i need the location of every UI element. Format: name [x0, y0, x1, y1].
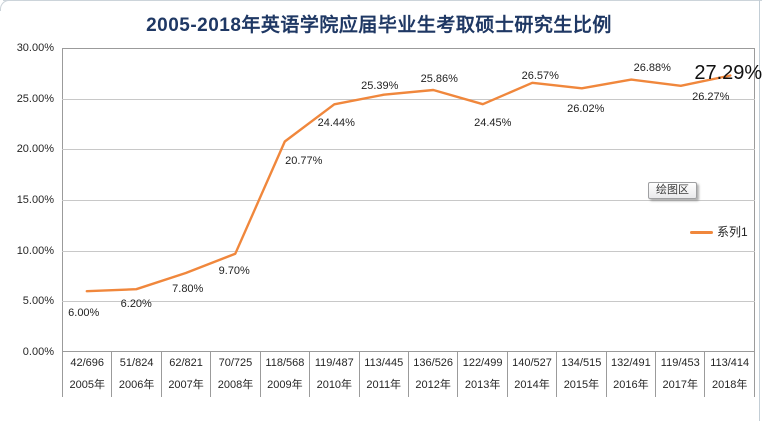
- x-axis-ratio-label: 140/527: [512, 357, 552, 369]
- x-axis-ratio-label: 136/526: [413, 357, 454, 369]
- chart-title: 2005-2018年英语学院应届毕业生考取硕士研究生比例: [146, 15, 612, 36]
- x-axis-ratio-label: 132/491: [610, 357, 651, 369]
- x-axis-year-label: 2010年: [316, 379, 353, 391]
- y-axis-label: 20.00%: [16, 143, 54, 156]
- x-axis-year-label: 2015年: [563, 379, 600, 391]
- legend[interactable]: 系列1: [690, 222, 758, 242]
- y-axis-label: 10.00%: [16, 244, 54, 257]
- x-axis-year-label: 2016年: [613, 379, 649, 391]
- x-axis-ratio-label: 51/824: [119, 357, 154, 369]
- x-axis-ratio-label: 62/821: [169, 357, 203, 369]
- chart-border-corner: [0, 0, 11, 11]
- x-axis-cell: 132/491 2016年: [607, 352, 657, 397]
- x-axis-ratio-label: 119/487: [314, 357, 354, 369]
- gridline: [62, 149, 755, 151]
- data-label: 26.02%: [567, 103, 605, 116]
- x-axis-ratio-label: 42/696: [70, 357, 105, 369]
- x-axis-ratio-label: 119/453: [660, 357, 700, 369]
- x-axis-year-label: 2018年: [711, 379, 748, 391]
- data-label: 24.44%: [317, 117, 355, 130]
- gridline: [62, 250, 755, 252]
- x-axis-ratio-label: 113/414: [710, 357, 750, 369]
- x-axis-year-label: 2012年: [415, 379, 451, 391]
- y-axis-label: 0.00%: [22, 346, 54, 358]
- gridline: [62, 200, 755, 201]
- x-axis-cell: 62/821 2007年: [162, 352, 212, 397]
- x-axis-ratio-label: 118/568: [265, 357, 305, 369]
- x-axis-cell: 118/568 2009年: [261, 352, 311, 397]
- data-label: 25.39%: [361, 79, 399, 92]
- x-axis-cell: 70/725 2008年: [211, 352, 261, 397]
- x-axis-year-label: 2008年: [217, 379, 254, 391]
- x-axis-year-label: 2007年: [168, 379, 204, 391]
- series-line-svg[interactable]: [62, 48, 755, 352]
- x-axis-cell: 119/487 2010年: [310, 352, 360, 397]
- data-label: 6.00%: [68, 307, 100, 320]
- y-axis-label: 30.00%: [16, 42, 54, 54]
- x-axis-ratio-label: 113/445: [364, 357, 404, 369]
- x-axis-year-label: 2011年: [366, 379, 402, 391]
- y-axis-label: 15.00%: [16, 194, 54, 206]
- x-axis-year-label: 2013年: [464, 379, 501, 391]
- x-axis-table: 42/696 2005年 51/824 2006年 62/821 2007年 70/725 2…: [62, 352, 755, 397]
- x-axis-year-label: 2017年: [662, 379, 699, 391]
- x-axis-year-label: 2009年: [267, 379, 303, 391]
- data-label: 7.80%: [172, 282, 204, 295]
- legend-line-swatch: [690, 230, 713, 234]
- data-label: 9.70%: [218, 264, 250, 277]
- x-axis-cell: 51/824 2006年: [112, 352, 162, 397]
- y-axis-label: 5.00%: [22, 295, 54, 308]
- x-axis-ratio-label: 122/499: [462, 357, 503, 369]
- y-axis-label: 25.00%: [16, 92, 54, 105]
- x-axis-cell: 113/414 2018年: [705, 352, 755, 397]
- x-axis-ratio-label: 70/725: [218, 357, 253, 369]
- plot-area-tooltip: 绘图区: [648, 182, 697, 199]
- x-axis-cell: 119/453 2017年: [656, 352, 706, 397]
- x-axis-year-label: 2014年: [514, 379, 550, 391]
- x-axis-cell: 113/445 2011年: [360, 352, 409, 397]
- x-axis-cell: 134/515 2015年: [557, 352, 607, 397]
- data-label: 20.77%: [285, 154, 323, 167]
- data-label: 24.45%: [474, 117, 512, 130]
- gridline: [62, 98, 755, 100]
- data-label: 25.86%: [420, 72, 458, 85]
- x-axis-cell: 136/526 2012年: [409, 352, 459, 397]
- chart-border-top: [3, 0, 762, 1]
- series-line[interactable]: [85, 74, 732, 293]
- x-axis-cell: 122/499 2013年: [458, 352, 508, 397]
- x-axis-cell: 140/527 2014年: [508, 352, 558, 397]
- x-axis-cell: 42/696 2005年: [63, 352, 113, 397]
- x-axis-ratio-label: 134/515: [561, 357, 602, 369]
- x-axis-year-label: 2005年: [69, 379, 105, 391]
- chart-border-right: [759, 0, 760, 421]
- data-label: 26.27%: [692, 90, 730, 103]
- data-label-emphasized: 27.29%: [694, 62, 762, 85]
- data-label: 6.20%: [120, 298, 152, 311]
- legend-label: 系列1: [717, 225, 748, 239]
- gridline: [62, 301, 755, 303]
- x-axis-year-label: 2006年: [118, 379, 155, 391]
- data-label: 26.88%: [633, 61, 671, 74]
- data-label: 26.57%: [521, 69, 559, 82]
